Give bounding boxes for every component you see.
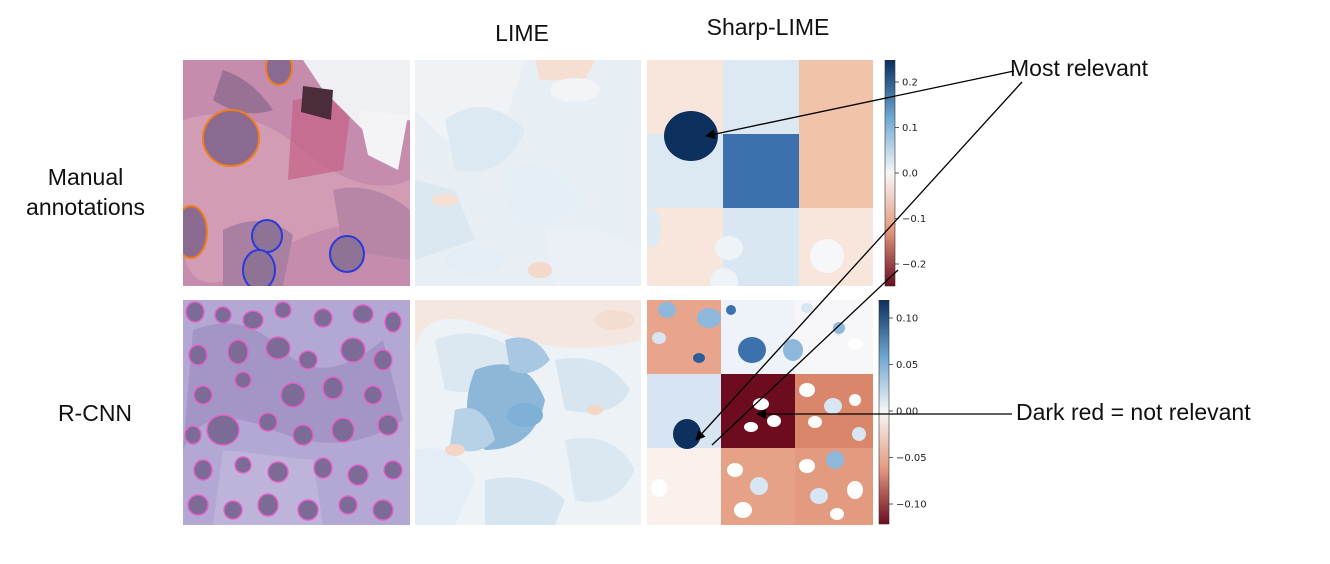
colorbar-top: 0.2 0.1 0.0 −0.1 −0.2 [881, 60, 941, 288]
rcnn-nucleus-outline [267, 461, 289, 483]
rcnn-nucleus-outline [372, 499, 394, 521]
rcnn-nucleus-outline [274, 301, 292, 319]
rcnn-nucleus-outline [297, 499, 319, 521]
rcnn-nucleus-outline [187, 494, 209, 516]
colorbar-bottom-tick-label: −0.05 [896, 453, 927, 464]
sharp-lime-nucleus-segment [697, 308, 721, 328]
sharp-lime-nucleus-segment [658, 302, 676, 318]
sharp-lime-map-manual-svg [647, 60, 873, 286]
histology-image-manual [183, 60, 410, 286]
colorbar-bottom-tick-label: 0.10 [896, 314, 918, 325]
lime-map-manual-svg [415, 60, 641, 286]
row-label-manual-annotations: Manual annotations [18, 162, 153, 222]
colorbar-bottom-svg: 0.10 0.05 0.00 −0.05 −0.10 [878, 300, 927, 525]
rcnn-nucleus-outline [298, 350, 318, 370]
rcnn-nucleus-outline [347, 464, 369, 486]
rcnn-nucleus-outline [227, 339, 249, 365]
rcnn-nucleus-outline [373, 349, 393, 371]
rcnn-nucleus-outline [234, 456, 252, 474]
colorbar-top-tick-label: 0.0 [902, 169, 918, 180]
rcnn-nucleus-outline [193, 459, 213, 481]
sharp-lime-map-rcnn-svg [647, 300, 873, 525]
row-label-manual-line1: Manual [47, 164, 124, 190]
colorbar-bottom-tick-label: 0.05 [896, 360, 918, 371]
sharp-lime-nucleus-segment [753, 398, 769, 410]
colorbar-top-tick-label: −0.1 [902, 214, 926, 225]
sharp-lime-nucleus-segment [767, 415, 781, 427]
sharp-lime-nucleus-segment [651, 479, 667, 497]
sharp-lime-nucleus-segment [726, 305, 736, 315]
rcnn-nucleus-outline [352, 304, 374, 324]
rcnn-nucleus-outline [193, 385, 213, 405]
rcnn-nucleus-outline [257, 493, 279, 517]
lime-map-rcnn-svg [415, 300, 641, 525]
sharp-lime-nucleus-segment [810, 488, 828, 504]
sharp-lime-nucleus-segment [734, 502, 752, 518]
rcnn-nucleus-outline [313, 457, 333, 479]
rcnn-nucleus-outline [331, 417, 355, 443]
rcnn-nucleus-outline [185, 301, 205, 323]
colorbar-bottom-tick-label: −0.10 [896, 500, 927, 511]
sharp-lime-nucleus-segment [744, 422, 758, 432]
rcnn-nucleus-outline [234, 371, 252, 389]
column-header-lime: LIME [495, 20, 549, 46]
sharp-lime-nucleus-segment [808, 416, 822, 428]
rcnn-nucleus-outline [313, 308, 333, 328]
most-relevant-nucleus-bottom [673, 419, 701, 449]
rcnn-nucleus-outline [184, 425, 202, 445]
sharp-lime-nucleus-segment [652, 332, 666, 344]
rcnn-nucleus-outline [258, 412, 278, 432]
colorbar-top-tick-label: 0.2 [902, 78, 918, 89]
annotation-dark-red-not-relevant: Dark red = not relevant [1016, 399, 1251, 425]
rcnn-nucleus-outline [280, 382, 306, 408]
rcnn-nucleus-outline [340, 337, 366, 363]
sharp-lime-nucleus-segment [824, 398, 842, 414]
rcnn-nucleus-outline [223, 500, 243, 520]
rcnn-nucleus-outline [363, 385, 383, 405]
rcnn-nucleus-outline [377, 414, 399, 436]
rcnn-nucleus-outline [338, 495, 358, 515]
sharp-lime-nucleus-segment [750, 477, 768, 495]
sharp-lime-nucleus-segment [848, 338, 862, 350]
sharp-lime-nucleus-segment [847, 481, 863, 499]
rcnn-nucleus-outline [383, 460, 403, 480]
rcnn-nucleus-outline [292, 424, 314, 446]
sharp-lime-nucleus-segment [693, 353, 705, 363]
sharp-lime-map-manual [647, 60, 873, 286]
colorbar-top-tick-label: −0.2 [902, 260, 926, 271]
row-label-rcnn: R-CNN [57, 400, 133, 426]
sharp-lime-nucleus-segment [799, 383, 815, 397]
sharp-lime-nucleus-segment [826, 451, 844, 469]
sharp-lime-nucleus-segment [783, 339, 803, 361]
colorbar-top-svg: 0.2 0.1 0.0 −0.1 −0.2 [884, 60, 926, 287]
colorbar-top-tick-label: 0.1 [902, 123, 918, 134]
lime-map-rcnn [415, 300, 641, 525]
histology-manual-svg [183, 60, 410, 286]
histology-rcnn-svg [183, 300, 410, 525]
sharp-lime-nucleus-segment [833, 322, 845, 334]
sharp-lime-nucleus-segment [801, 303, 813, 313]
sharp-lime-nucleus-segment [799, 459, 815, 473]
sharp-lime-nucleus-segment [852, 427, 866, 441]
row-label-manual-line2: annotations [26, 194, 145, 220]
rcnn-nucleus-outline [384, 311, 402, 333]
most-relevant-nucleus-top [664, 111, 718, 161]
colorbar-bottom: 0.10 0.05 0.00 −0.05 −0.10 [875, 300, 941, 526]
sharp-lime-nucleus-segment [849, 394, 861, 406]
rcnn-nucleus-outline [265, 336, 291, 360]
rcnn-nucleus-outline [214, 306, 232, 324]
sharp-lime-nucleus-segment [738, 337, 766, 363]
sharp-lime-nucleus-segment [727, 463, 743, 477]
rcnn-nucleus-outline [206, 414, 240, 446]
rcnn-nucleus-outline [188, 344, 208, 366]
annotation-most-relevant: Most relevant [1010, 55, 1149, 81]
rcnn-nucleus-outline [322, 376, 344, 400]
lime-map-manual [415, 60, 641, 286]
column-header-sharp-lime: Sharp-LIME [706, 14, 830, 40]
rcnn-nucleus-outline [242, 310, 264, 330]
sharp-lime-nucleus-segment [830, 508, 844, 520]
colorbar-bottom-tick-label: 0.00 [896, 407, 918, 418]
sharp-lime-map-rcnn [647, 300, 873, 525]
histology-image-rcnn [183, 300, 410, 525]
